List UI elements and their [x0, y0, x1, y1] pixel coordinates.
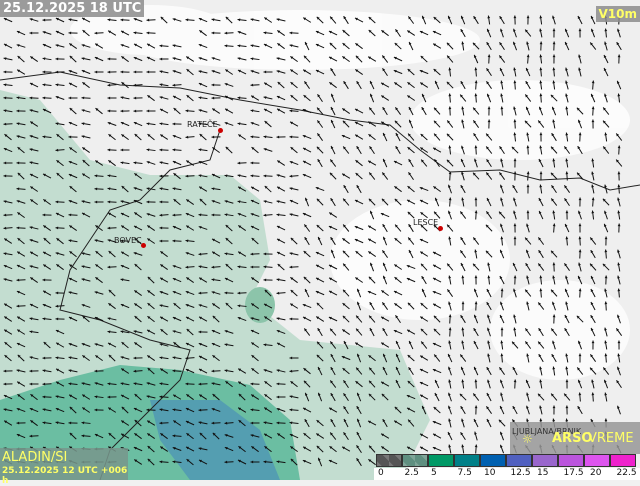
legend-swatch [376, 454, 402, 467]
legend-swatch [584, 454, 610, 467]
legend-label: 22.5 [617, 468, 637, 478]
brand-suffix: VREME [588, 431, 634, 446]
brand-box: LJUBLJANA/BRNIK ☼ ARSO VREME [510, 422, 640, 454]
legend-label: 12.5 [511, 468, 531, 478]
legend-swatch [532, 454, 558, 467]
legend-swatch [506, 454, 532, 467]
legend-label: 0 [378, 468, 384, 478]
model-name: ALADIN/SI [2, 450, 67, 465]
legend-label: 7.5 [458, 468, 472, 478]
legend-swatch [428, 454, 454, 467]
legend-label: 2.5 [405, 468, 419, 478]
legend-swatch [610, 454, 636, 467]
forecast-datetime: 25.12.2025 18 UTC [0, 0, 144, 17]
model-box: ALADIN/SI 25.12.2025 12 UTC +006 h [0, 448, 128, 480]
brand-logo: ARSO [552, 431, 593, 446]
city-marker [438, 226, 443, 231]
legend-swatch [402, 454, 428, 467]
field-label: V10m [596, 6, 640, 22]
color-legend [376, 454, 640, 467]
model-run: 25.12.2025 12 UTC +006 h [2, 466, 128, 486]
legend-swatch [454, 454, 480, 467]
city-label: BOVEC [114, 236, 142, 245]
legend-swatch [480, 454, 506, 467]
sun-icon: ☼ [522, 432, 533, 446]
city-label: RATEČE [187, 120, 218, 129]
legend-label: 20 [590, 468, 601, 478]
legend-label: 5 [431, 468, 437, 478]
city-label: LESCE [413, 218, 438, 227]
legend-labels: 0 2.5 5 7.5 10 12.5 15 17.5 20 22.5 [374, 468, 640, 480]
legend-label: 10 [484, 468, 495, 478]
legend-label: 17.5 [564, 468, 584, 478]
legend-label: 15 [537, 468, 548, 478]
legend-swatch [558, 454, 584, 467]
city-marker [218, 128, 223, 133]
